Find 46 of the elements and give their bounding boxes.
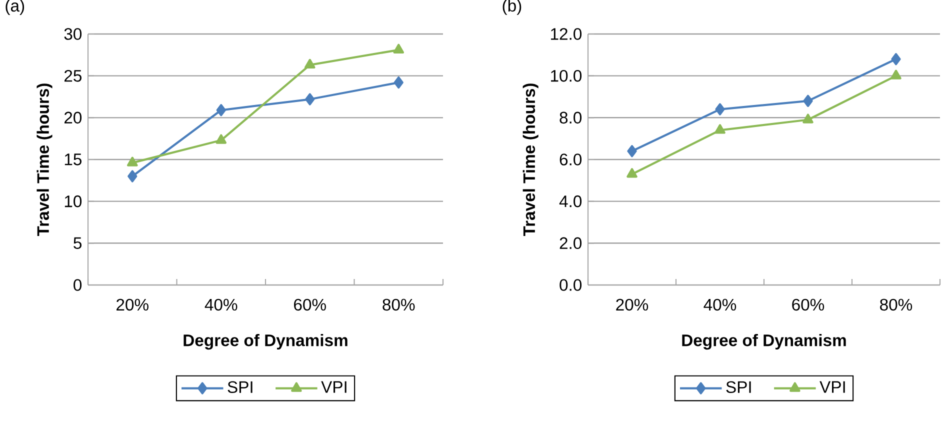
x-tick-label: 60% — [294, 298, 326, 311]
x-tick-label: 20% — [616, 298, 648, 311]
legend-label: SPI — [228, 381, 252, 394]
point — [216, 104, 226, 116]
point — [393, 44, 404, 54]
x-tick-label: 40% — [204, 298, 238, 311]
point — [627, 145, 637, 158]
y-tick-label: 8.0 — [560, 112, 582, 124]
point — [891, 53, 901, 66]
y-tick-label: 0 — [74, 279, 82, 291]
point — [715, 103, 725, 116]
y-tick-label: 10.0 — [551, 70, 582, 82]
y-tick-label: 15 — [64, 154, 82, 166]
x-tick-label: 60% — [792, 298, 824, 311]
y-tick-label: 4.0 — [559, 195, 582, 208]
y-tick-label: 6.0 — [560, 154, 582, 166]
y-tick-label: 30 — [64, 28, 82, 40]
point — [803, 94, 813, 107]
point — [714, 124, 726, 134]
point — [128, 170, 138, 182]
legend-label: SPI — [726, 381, 751, 394]
point — [126, 156, 138, 166]
y-tick-label: 0.0 — [560, 279, 582, 291]
point — [304, 58, 316, 69]
point — [890, 70, 902, 80]
x-tick-label: 80% — [382, 298, 415, 311]
y-tick-label: 20 — [64, 112, 82, 124]
y-tick-label: 12.0 — [551, 28, 582, 40]
point — [802, 114, 814, 124]
legend-label: VPI — [321, 381, 346, 393]
legend-label: VPI — [820, 381, 845, 393]
y-axis-title: Travel Time (hours) — [522, 84, 538, 236]
y-tick-label: 2.0 — [560, 237, 582, 250]
x-tick-label: 80% — [880, 298, 912, 311]
point — [216, 134, 227, 144]
x-axis-title: Degree of Dynamism — [682, 334, 846, 350]
y-tick-label: 25 — [64, 70, 82, 82]
y-tick-label: 10 — [64, 195, 82, 208]
point — [394, 76, 404, 89]
point — [305, 93, 315, 106]
y-tick-label: 5 — [74, 237, 82, 249]
point — [626, 168, 638, 178]
x-tick-label: 40% — [704, 298, 736, 311]
x-axis-title: Degree of Dynamism — [184, 334, 348, 350]
y-axis-title: Travel Time (hours) — [36, 84, 52, 236]
x-tick-label: 20% — [116, 298, 148, 311]
